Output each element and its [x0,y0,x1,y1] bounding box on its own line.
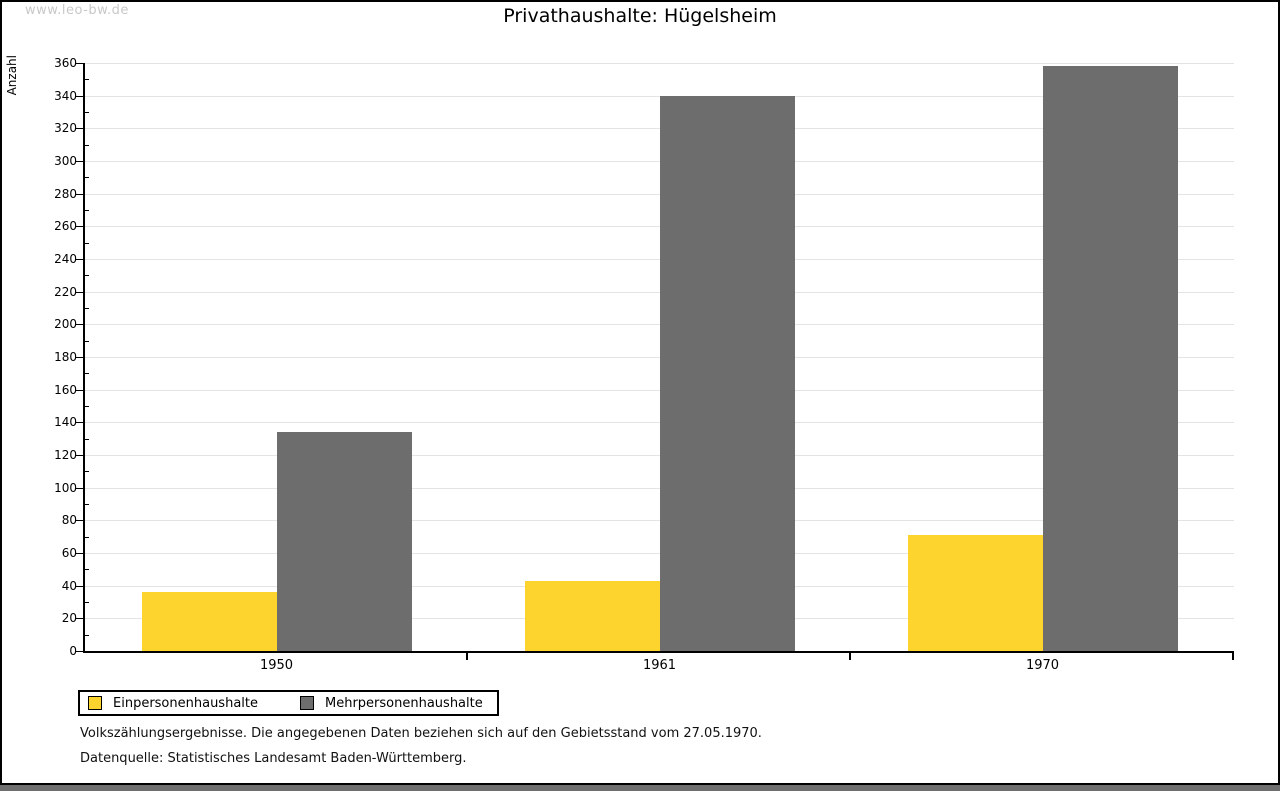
y-tick-label-180: 180 [54,350,77,364]
y-minor-tick-210 [85,308,89,309]
y-minor-tick-350 [85,79,89,81]
x-tick-label-1950: 1950 [259,658,294,673]
y-minor-tick-290 [85,177,89,179]
gridline-260 [85,226,1234,228]
gridline-300 [85,161,1234,162]
y-tick-label-80: 80 [61,513,77,528]
y-minor-tick-10 [85,634,89,636]
y-major-tick-20 [76,618,83,620]
gridline-120 [85,455,1234,456]
y-tick-label-160: 160 [54,382,77,397]
gridline-180 [85,357,1234,358]
gridline-320 [85,128,1234,130]
y-minor-tick-30 [85,602,89,603]
y-major-tick-280 [76,193,83,195]
legend-item-einpersonenhaushalte: Einpersonenhaushalte [88,696,258,711]
y-tick-label-40: 40 [61,578,77,593]
y-major-tick-180 [76,357,83,358]
y-major-tick-80 [76,520,83,522]
bar-mehrpersonenhaushalte-1970 [1043,66,1178,651]
y-tick-label-0: 0 [69,644,77,658]
legend-swatch-einpersonenhaushalte [88,696,102,710]
y-tick-label-260: 260 [54,219,77,234]
chart-title: Privathaushalte: Hügelsheim [503,5,777,27]
y-major-tick-260 [76,226,83,228]
gridline-220 [85,291,1234,293]
y-minor-tick-230 [85,275,89,277]
y-minor-tick-150 [85,406,89,407]
bar-mehrpersonenhaushalte-1961 [660,96,795,651]
y-tick-label-120: 120 [54,448,77,462]
plot-area: 0 20 40 60 80 100 120 140 160 180 200 220 240 260 280 3… [54,56,1234,673]
y-major-tick-340 [76,95,83,97]
y-major-tick-100 [76,487,83,489]
y-major-tick-200 [76,324,83,326]
gridline-80 [85,520,1234,522]
bar-einpersonenhaushalte-1961 [525,581,660,651]
y-minor-tick-190 [85,340,89,342]
y-tick-label-240: 240 [54,252,77,266]
gridline-340 [85,95,1234,97]
legend-swatch-mehrpersonenhaushalte [300,696,314,710]
y-minor-tick-270 [85,210,89,211]
y-major-tick-360 [76,63,83,64]
y-major-tick-240 [76,259,83,260]
y-major-tick-300 [76,161,83,162]
y-major-tick-220 [76,291,83,293]
bottom-strip [0,785,1280,791]
y-major-tick-40 [76,585,83,587]
gridline-360 [85,63,1234,64]
y-tick-label-360: 360 [54,56,77,70]
y-tick-label-20: 20 [61,611,77,626]
x-boundary-tick-1961 [849,653,851,660]
gridline-200 [85,324,1234,326]
y-minor-tick-110 [85,471,89,473]
x-tick-label-1961: 1961 [642,658,677,673]
y-tick-label-340: 340 [54,88,77,103]
gridline-240 [85,259,1234,260]
y-major-tick-140 [76,422,83,424]
bar-mehrpersonenhaushalte-1950 [277,432,412,651]
legend: Einpersonenhaushalte Mehrpersonenhaushalt… [78,690,499,716]
bar-einpersonenhaushalte-1950 [142,592,277,651]
y-major-tick-0 [76,651,83,652]
x-tick-label-1970: 1970 [1025,658,1060,673]
gridline-140 [85,422,1234,424]
y-minor-tick-70 [85,536,89,538]
x-boundary-tick-1950 [466,653,468,660]
y-tick-label-320: 320 [54,121,77,136]
x-boundary-tick-1970 [1232,653,1234,660]
gridline-160 [85,389,1234,391]
y-minor-tick-310 [85,144,89,146]
y-tick-label-220: 220 [54,284,77,299]
gridline-60 [85,553,1234,554]
y-tick-label-100: 100 [54,480,77,495]
gridline-100 [85,487,1234,489]
watermark-url: www.leo-bw.de [25,3,129,18]
footnote-census: Volkszählungsergebnisse. Die angegebenen… [80,726,762,741]
y-minor-tick-130 [85,438,89,440]
y-tick-label-140: 140 [54,415,77,430]
y-major-tick-160 [76,389,83,391]
y-tick-label-60: 60 [61,546,77,560]
y-minor-tick-250 [85,242,89,244]
y-minor-tick-50 [85,569,89,571]
y-major-tick-320 [76,128,83,130]
legend-item-mehrpersonenhaushalte: Mehrpersonenhaushalte [300,696,483,711]
legend-label-mehrpersonenhaushalte: Mehrpersonenhaushalte [325,695,483,711]
y-axis-title: Anzahl [5,55,19,96]
y-major-tick-60 [76,553,83,554]
y-tick-label-200: 200 [54,317,77,332]
legend-label-einpersonenhaushalte: Einpersonenhaushalte [113,695,258,711]
y-minor-tick-170 [85,373,89,375]
y-minor-tick-90 [85,504,89,505]
y-minor-tick-330 [85,112,89,113]
gridline-280 [85,193,1234,195]
y-major-tick-120 [76,455,83,456]
bar-einpersonenhaushalte-1970 [908,535,1043,651]
y-tick-label-280: 280 [54,186,77,201]
y-tick-label-300: 300 [54,154,77,168]
footnote-source: Datenquelle: Statistisches Landesamt Bad… [80,751,467,766]
